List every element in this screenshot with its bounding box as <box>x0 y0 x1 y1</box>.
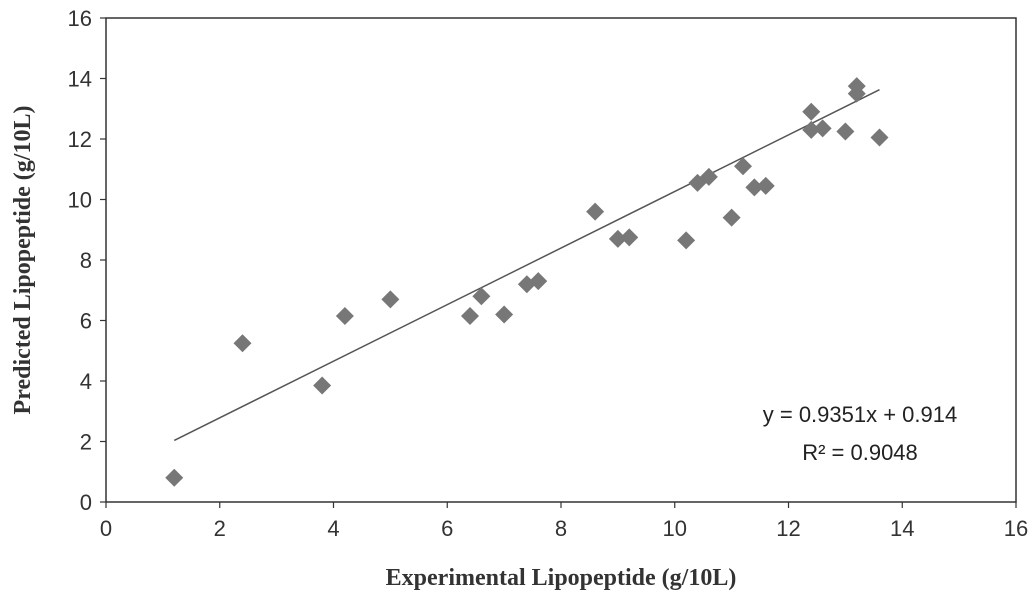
data-point <box>313 376 332 395</box>
data-point <box>608 229 627 248</box>
data-point <box>699 167 718 186</box>
data-point <box>722 208 741 227</box>
y-axis-title: Predicted Lipopeptide (g/10L) <box>10 106 36 415</box>
data-point <box>677 231 696 250</box>
y-tick-label: 2 <box>80 430 92 455</box>
data-point <box>745 178 764 197</box>
x-axis-ticks: 0 2 4 6 8 10 12 14 16 <box>100 502 1028 541</box>
y-tick-label: 8 <box>80 248 92 273</box>
data-point <box>870 128 889 147</box>
y-axis-ticks: 0 2 4 6 8 10 12 14 16 <box>68 6 106 515</box>
x-tick-label: 14 <box>890 516 914 541</box>
data-point <box>381 290 400 309</box>
x-tick-label: 0 <box>100 516 112 541</box>
data-points <box>165 77 889 487</box>
y-tick-label: 4 <box>80 369 92 394</box>
y-tick-label: 16 <box>68 6 92 31</box>
x-tick-label: 8 <box>555 516 567 541</box>
x-tick-label: 16 <box>1004 516 1028 541</box>
y-tick-label: 14 <box>68 67 92 92</box>
y-tick-label: 6 <box>80 309 92 334</box>
data-point <box>734 157 752 176</box>
data-point <box>472 287 491 306</box>
data-point <box>461 306 479 325</box>
x-axis-title: Experimental Lipopeptide (g/10L) <box>386 565 737 591</box>
x-tick-label: 6 <box>441 516 453 541</box>
plot-area-frame <box>105 17 1017 503</box>
r-squared-label: R² = 0.9048 <box>802 440 918 465</box>
data-point <box>802 102 821 121</box>
data-point <box>233 334 252 353</box>
data-point <box>813 119 832 138</box>
x-tick-label: 4 <box>327 516 339 541</box>
y-tick-label: 12 <box>68 127 92 152</box>
data-point <box>529 272 548 291</box>
data-point <box>802 120 821 139</box>
trendline-equation: y = 0.9351x + 0.914 <box>763 402 958 427</box>
data-point <box>165 468 184 487</box>
data-point <box>335 306 354 325</box>
data-point <box>847 84 866 103</box>
x-tick-label: 10 <box>663 516 687 541</box>
data-point <box>836 122 855 141</box>
x-tick-label: 12 <box>776 516 800 541</box>
data-point <box>620 228 639 247</box>
data-point <box>495 305 514 324</box>
y-tick-label: 10 <box>68 188 92 213</box>
x-tick-label: 2 <box>214 516 226 541</box>
data-point <box>586 202 605 221</box>
trendline <box>173 88 880 442</box>
y-tick-label: 0 <box>80 490 92 515</box>
data-point <box>756 176 775 195</box>
